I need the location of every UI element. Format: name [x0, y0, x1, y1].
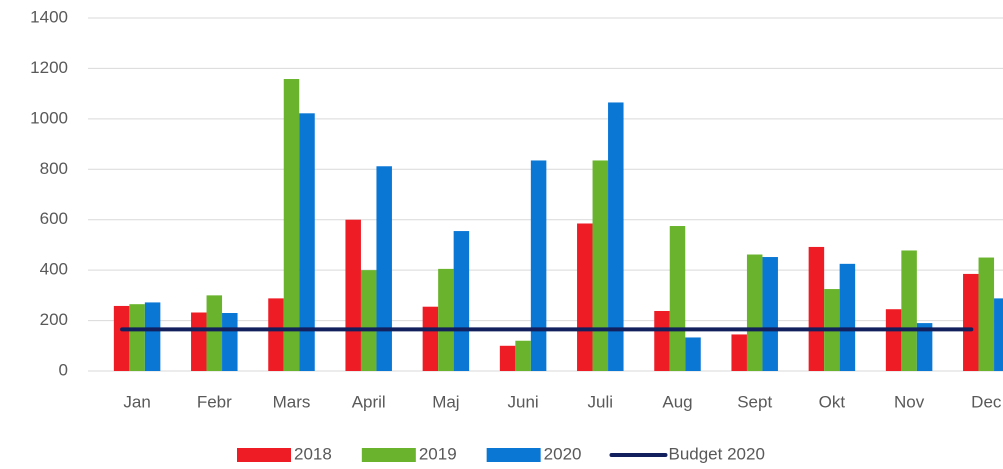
legend-label: 2018 [294, 444, 332, 463]
bar [808, 246, 825, 371]
bar [685, 337, 701, 371]
bar [731, 334, 747, 371]
x-tick-label: Okt [819, 392, 846, 411]
bar [113, 305, 130, 371]
bar [283, 79, 300, 372]
bar [376, 166, 392, 371]
legend-label: 2020 [544, 444, 582, 463]
x-tick-label: Febr [197, 392, 232, 411]
x-tick-label: Aug [662, 392, 692, 411]
bar [422, 306, 439, 371]
bar [746, 254, 763, 371]
bar [885, 309, 902, 371]
bar [222, 313, 238, 371]
bar [530, 160, 547, 371]
bar [762, 257, 778, 371]
bar [994, 298, 1003, 371]
y-tick-label: 600 [40, 209, 68, 228]
legend-swatch [486, 448, 541, 462]
bar [839, 263, 856, 371]
x-tick-label: Sept [737, 392, 772, 411]
y-tick-label: 800 [40, 159, 68, 178]
bar [669, 226, 686, 371]
bar [916, 323, 933, 371]
bar [963, 273, 979, 371]
bar [453, 231, 470, 371]
legend-swatch [237, 448, 291, 462]
bar [129, 304, 145, 371]
bar [901, 250, 917, 371]
legend-swatch [361, 448, 416, 462]
legend-label: Budget 2020 [668, 444, 764, 463]
bar [438, 268, 454, 371]
x-tick-label: Maj [432, 392, 459, 411]
x-tick-label: Mars [273, 392, 311, 411]
bar [360, 270, 377, 371]
y-tick-label: 1200 [30, 58, 68, 77]
y-tick-label: 400 [40, 260, 68, 279]
bar [206, 295, 223, 371]
x-tick-label: Juli [588, 392, 614, 411]
bar [268, 298, 284, 371]
bar [299, 113, 315, 371]
legend-label: 2019 [419, 444, 457, 463]
bar [144, 302, 161, 371]
x-tick-label: Jan [123, 392, 150, 411]
x-tick-label: April [352, 392, 386, 411]
bar [978, 257, 995, 371]
x-tick-label: Dec [971, 392, 1002, 411]
bar [608, 102, 624, 371]
bar [345, 219, 361, 371]
bar [499, 345, 516, 371]
bar [577, 223, 593, 371]
y-tick-label: 1400 [30, 7, 68, 26]
bar [515, 340, 531, 371]
x-tick-label: Juni [508, 392, 539, 411]
bar [654, 310, 670, 371]
y-tick-label: 0 [59, 360, 68, 379]
y-tick-label: 200 [40, 310, 68, 329]
y-tick-label: 1000 [30, 108, 68, 127]
bar [592, 160, 609, 371]
bar [191, 312, 207, 371]
x-tick-label: Nov [894, 392, 925, 411]
